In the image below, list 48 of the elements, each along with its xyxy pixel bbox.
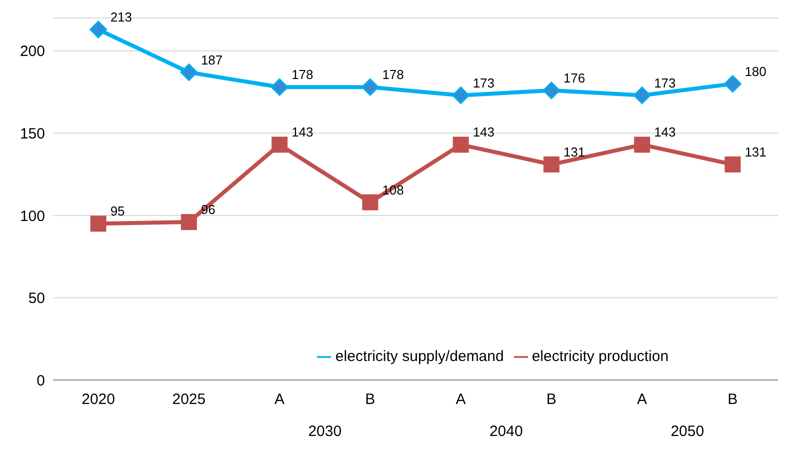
data-label: 187 [200, 52, 223, 68]
legend-label: electricity supply/demand [335, 348, 504, 365]
x-tick-label: B [365, 391, 376, 408]
point [634, 136, 650, 153]
text: 2030 [308, 423, 342, 440]
data-label: 173 [472, 75, 495, 90]
point [180, 214, 197, 230]
x-tick-label: 2020 [82, 391, 115, 408]
y-tick-label: 150 [20, 126, 45, 143]
y-tick-label: 100 [20, 208, 45, 225]
point [90, 20, 108, 38]
data-label: 178 [292, 67, 314, 82]
x-tick-label: A [456, 391, 466, 408]
point [270, 78, 288, 96]
data-label: 178 [382, 67, 404, 82]
text: 2040 [489, 423, 523, 440]
text: 2050 [670, 423, 704, 440]
point [724, 75, 742, 93]
x-tick-label: B [546, 391, 556, 408]
x-tick-label: A [274, 391, 285, 408]
data-label: 176 [563, 70, 586, 86]
data-label: 173 [654, 75, 676, 90]
data-label: 131 [563, 144, 586, 160]
data-label: 143 [654, 124, 676, 140]
point [542, 82, 560, 100]
y-tick-label: 50 [28, 290, 45, 308]
x-tick-label: B [728, 391, 738, 408]
point [633, 86, 651, 104]
legend-label: electricity production [532, 348, 669, 365]
data-label: 131 [744, 144, 766, 160]
point [361, 78, 379, 96]
point [272, 136, 288, 153]
point [362, 194, 378, 210]
point [543, 156, 560, 172]
point [90, 216, 106, 232]
data-label: 143 [472, 124, 495, 140]
x-tick-label: 2025 [172, 391, 206, 408]
point [452, 136, 469, 153]
data-label: 180 [744, 64, 766, 79]
data-label: 213 [110, 10, 132, 25]
point [180, 64, 198, 82]
point [724, 156, 741, 172]
y-tick-label: 200 [20, 43, 45, 60]
data-label: 143 [292, 124, 314, 140]
data-label: 95 [110, 204, 125, 219]
point [452, 86, 470, 104]
y-tick-label: 0 [36, 372, 45, 390]
x-tick-label: A [637, 391, 648, 408]
